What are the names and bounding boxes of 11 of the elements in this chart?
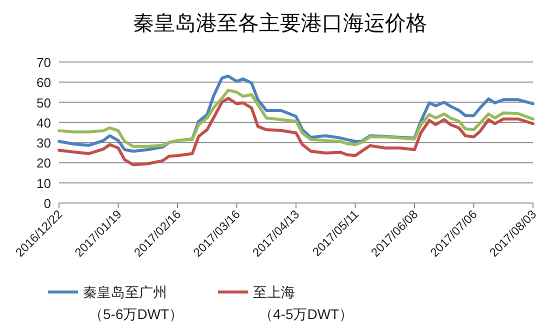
- y-tick-label: 70: [36, 55, 51, 70]
- y-tick-label: 50: [36, 95, 51, 110]
- y-tick-label: 10: [36, 176, 51, 191]
- y-tick-label: 30: [36, 136, 51, 151]
- y-tick-label: 60: [36, 75, 51, 90]
- chart-title: 秦皇岛港至各主要港口海运价格: [133, 11, 427, 35]
- y-tick-label: 40: [36, 115, 51, 130]
- legend-label: 至上海（4-5万DWT）: [253, 284, 354, 322]
- y-tick-label: 0: [44, 196, 51, 211]
- legend-label: 秦皇岛至广州（5-6万DWT）: [83, 284, 184, 322]
- y-tick-label: 20: [36, 156, 51, 171]
